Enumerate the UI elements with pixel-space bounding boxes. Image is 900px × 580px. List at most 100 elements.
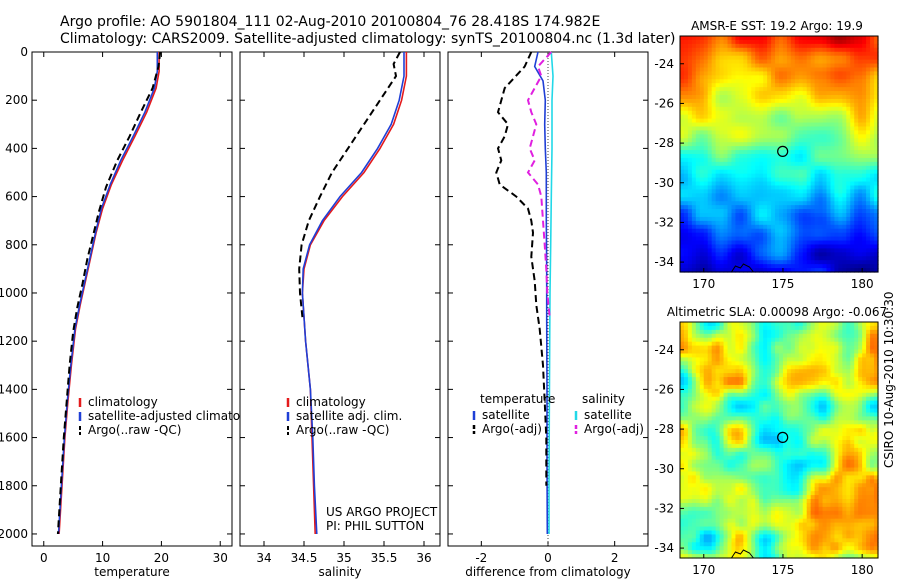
map-cell: [782, 75, 788, 80]
map-cell: [691, 216, 697, 222]
map-cell: [707, 134, 713, 139]
map-cell: [771, 510, 776, 516]
map-cell: [707, 479, 713, 484]
map-cell: [715, 475, 721, 480]
map-cell: [790, 264, 796, 269]
map-cell: [711, 248, 717, 253]
map-cell: [826, 228, 832, 234]
map-cell: [806, 75, 812, 80]
map-cell: [794, 502, 800, 508]
map-cell: [755, 554, 760, 559]
map-cell: [810, 161, 816, 167]
map-cell: [699, 443, 705, 449]
map-cell: [719, 260, 725, 265]
map-cell: [870, 154, 875, 159]
map-cell: [703, 349, 709, 355]
map-cell: [771, 138, 776, 143]
map-cell: [739, 114, 744, 120]
map-cell: [735, 424, 740, 429]
map-cell: [779, 487, 784, 492]
map-cell: [743, 341, 748, 347]
map-cell: [735, 381, 740, 386]
map-cell: [850, 177, 855, 183]
map-cell: [858, 264, 863, 269]
map-cell: [862, 252, 867, 257]
map-cell: [814, 240, 820, 246]
map-cell: [719, 345, 725, 351]
map-cell: [755, 67, 760, 72]
map-cell: [802, 118, 808, 124]
map-cell: [727, 447, 733, 453]
map-cell: [834, 193, 839, 198]
map-cell: [759, 353, 764, 358]
map-cell: [842, 36, 847, 41]
map-cell: [695, 447, 701, 453]
map-cell: [759, 197, 764, 202]
map-cell: [739, 483, 744, 488]
map-cell: [695, 349, 701, 355]
map-cell: [790, 554, 796, 559]
map-cell: [699, 349, 705, 355]
map-cell: [794, 209, 800, 214]
map-cell: [798, 209, 804, 214]
map-cell: [739, 150, 744, 155]
map-cell: [775, 98, 780, 104]
map-cell: [846, 256, 851, 261]
map-cell: [687, 146, 693, 151]
map-cell: [767, 165, 772, 171]
map-cell: [727, 161, 733, 167]
map-cell: [810, 232, 816, 238]
map-cell: [786, 146, 792, 151]
map-cell: [779, 236, 784, 242]
map-cell: [874, 264, 879, 269]
map-cell: [735, 530, 740, 535]
map-cell: [711, 75, 717, 80]
map-cell: [806, 146, 812, 151]
map-cell: [806, 201, 812, 206]
map-cell: [834, 59, 839, 65]
map-cell: [767, 487, 772, 492]
map-cell: [786, 209, 792, 214]
map-cell: [870, 150, 875, 155]
map-cell: [842, 150, 847, 155]
map-cell: [695, 404, 701, 410]
map-cell: [830, 126, 836, 131]
map-cell: [680, 526, 685, 532]
map-cell: [802, 154, 808, 159]
map-cell: [683, 138, 689, 143]
map-cell: [731, 420, 737, 425]
map-cell: [719, 424, 725, 429]
map-cell: [763, 260, 768, 265]
map-cell: [751, 193, 756, 198]
map-cell: [830, 36, 836, 41]
map-cell: [786, 181, 792, 187]
map-cell: [703, 142, 709, 147]
map-cell: [759, 506, 764, 512]
map-cell: [818, 244, 824, 249]
map-cell: [691, 325, 697, 331]
map-cell: [794, 150, 800, 155]
map-cell: [767, 550, 772, 555]
map-cell: [775, 365, 780, 370]
map-cell: [854, 118, 859, 124]
coastline: [731, 263, 754, 273]
map-cell: [683, 126, 689, 131]
map-cell: [763, 487, 768, 492]
map-cell: [775, 499, 780, 504]
map-cell: [723, 268, 729, 273]
map-cell: [782, 447, 788, 453]
salinity-panel: 34 34.5 35 35.5 36salinityclimatologysatelli…: [239, 51, 441, 579]
map-cell: [715, 36, 721, 41]
map-cell: [846, 213, 851, 218]
map-cell: [806, 189, 812, 194]
map-cell: [850, 122, 855, 128]
map-cell: [703, 337, 709, 343]
map-cell: [759, 341, 764, 347]
map-cell: [687, 193, 693, 198]
map-cell: [790, 220, 796, 226]
map-cell: [775, 412, 780, 417]
map-cell: [715, 169, 721, 175]
map-cell: [691, 471, 697, 476]
map-cell: [723, 353, 729, 358]
map-cell: [727, 392, 733, 398]
